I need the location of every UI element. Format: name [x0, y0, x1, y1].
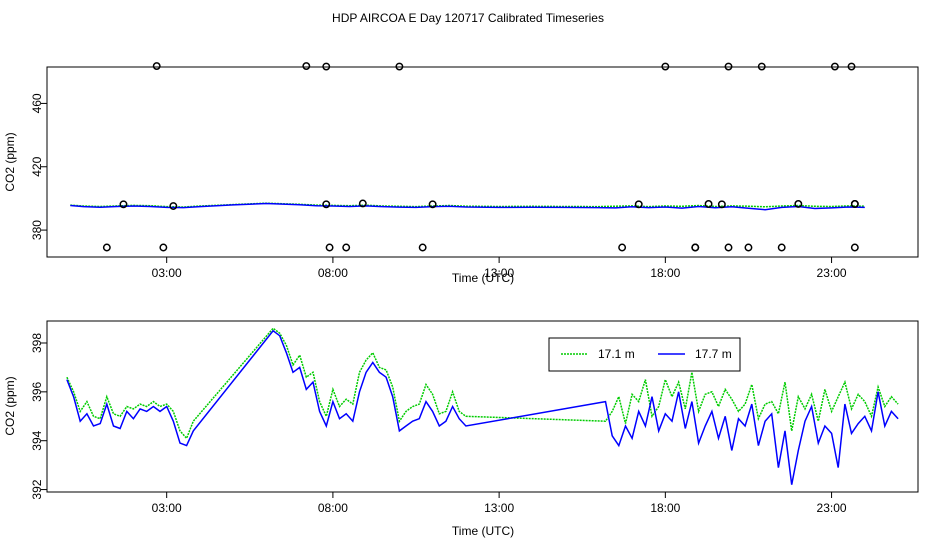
top-series-group — [70, 202, 865, 211]
data-point — [428, 200, 437, 209]
data-point — [717, 200, 726, 209]
x-tick-label: 23:00 — [817, 266, 847, 280]
x-tick-label: 03:00 — [152, 501, 182, 515]
data-point — [159, 243, 168, 252]
data-point — [395, 62, 404, 71]
series-line-0 — [66, 327, 899, 440]
top-points-group — [102, 62, 859, 252]
data-point — [418, 243, 427, 252]
data-point — [704, 200, 713, 208]
y-tick-label: 398 — [30, 333, 44, 353]
data-point — [661, 62, 670, 71]
data-point — [342, 243, 351, 252]
data-point — [830, 62, 839, 71]
bottom-axis-ticks: 03:00 08:00 13:00 18:00 23:00 392 394 396 398 — [30, 333, 847, 515]
data-point — [850, 200, 859, 208]
y-tick-label: 394 — [30, 430, 44, 450]
series-line-1 — [66, 329, 899, 485]
data-point — [302, 62, 311, 71]
x-tick-label: 08:00 — [318, 501, 348, 515]
data-point — [850, 243, 859, 252]
x-tick-label: 13:00 — [484, 266, 514, 280]
top-axis-ticks: 03:00 08:00 13:00 18:00 23:00 380 420 460 — [30, 93, 847, 280]
data-point — [119, 200, 128, 209]
x-tick-label: 13:00 — [484, 501, 514, 515]
y-tick-label: 460 — [30, 93, 44, 113]
x-tick-label: 18:00 — [650, 266, 680, 280]
y-tick-label: 420 — [30, 156, 44, 176]
top-y-axis-label: CO2 (ppm) — [3, 132, 17, 191]
x-tick-label: 23:00 — [817, 501, 847, 515]
figure-title: HDP AIRCOA E Day 120717 Calibrated Times… — [332, 11, 604, 25]
data-point — [358, 199, 367, 208]
data-point — [169, 202, 178, 210]
data-point — [152, 62, 161, 71]
y-tick-label: 396 — [30, 382, 44, 402]
data-point — [102, 243, 111, 252]
bottom-plot-frame — [46, 320, 919, 493]
data-point — [847, 62, 856, 71]
bottom-y-axis-label: CO2 (ppm) — [3, 376, 17, 435]
legend: 17.1 m 17.7 m — [548, 337, 741, 372]
data-point — [322, 62, 331, 71]
data-point — [794, 200, 803, 208]
data-point — [322, 200, 331, 209]
x-tick-label: 03:00 — [152, 266, 182, 280]
top-x-axis-label: Time (UTC) — [452, 271, 514, 285]
bottom-series-group — [66, 327, 899, 485]
data-point — [777, 243, 786, 252]
x-tick-label: 18:00 — [650, 501, 680, 515]
data-point — [724, 62, 733, 71]
data-point — [724, 243, 733, 252]
legend-label-17-1m: 17.1 m — [598, 347, 635, 361]
series-line-1 — [70, 202, 865, 211]
y-tick-label: 392 — [30, 479, 44, 499]
data-point — [757, 62, 766, 71]
data-point — [744, 243, 753, 252]
top-panel: 03:00 08:00 13:00 18:00 23:00 380 420 460 Time … — [3, 62, 919, 285]
bottom-x-axis-label: Time (UTC) — [452, 524, 514, 538]
top-plot-frame — [46, 66, 919, 258]
data-point — [634, 200, 643, 209]
data-point — [618, 243, 627, 252]
data-point — [325, 243, 334, 252]
data-point — [691, 243, 700, 252]
bottom-panel: 03:00 08:00 13:00 18:00 23:00 392 394 396 398 Ti… — [3, 320, 919, 538]
legend-label-17-7m: 17.7 m — [695, 347, 732, 361]
x-tick-label: 08:00 — [318, 266, 348, 280]
y-tick-label: 380 — [30, 220, 44, 240]
